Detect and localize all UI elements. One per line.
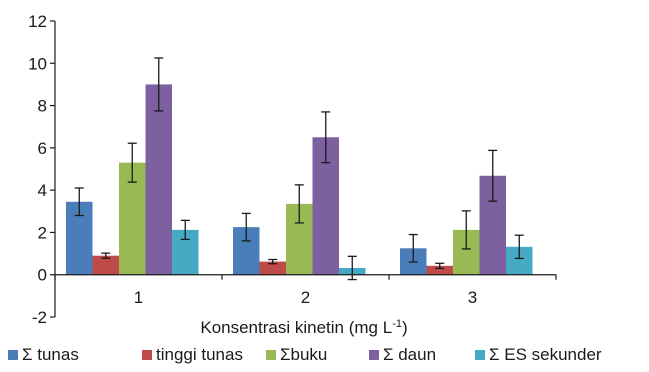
legend-label: Σ daun (383, 345, 436, 364)
legend: Σ tunas tinggi tunas Σbuku Σ daun Σ ES sekun… (8, 345, 602, 364)
bar (92, 255, 119, 275)
x-tick-label: 1 (134, 288, 143, 307)
error-bars-group (74, 57, 524, 281)
legend-swatch (8, 350, 18, 360)
axes-group (54, 21, 557, 317)
y-tick-label: -2 (32, 308, 47, 327)
bar (426, 265, 453, 275)
y-tick-label: 0 (38, 266, 47, 285)
y-tick-label: 12 (28, 12, 47, 31)
y-tick-label: 10 (28, 54, 47, 73)
y-tick-label: 8 (38, 97, 47, 116)
legend-swatch (369, 350, 379, 360)
bar (259, 261, 286, 275)
y-axis-ticks: 12 10 8 6 4 2 0 -2 (28, 12, 55, 327)
bar (145, 84, 172, 275)
y-tick-label: 4 (38, 181, 47, 200)
y-tick-label: 2 (38, 223, 47, 242)
x-axis-title: Konsentrasi kinetin (mg L-1) (200, 318, 407, 337)
legend-label: Σ ES sekunder (489, 345, 602, 364)
legend-label: Σ tunas (22, 345, 79, 364)
legend-swatch (266, 350, 276, 360)
bars-group (66, 84, 533, 275)
legend-swatch (142, 350, 152, 360)
x-axis-tick-labels: 1 2 3 (134, 288, 477, 307)
legend-label: tinggi tunas (156, 345, 243, 364)
y-tick-label: 6 (38, 139, 47, 158)
legend-label: Σbuku (280, 345, 327, 364)
x-tick-label: 3 (468, 288, 477, 307)
legend-swatch (475, 350, 485, 360)
x-tick-label: 2 (301, 288, 310, 307)
